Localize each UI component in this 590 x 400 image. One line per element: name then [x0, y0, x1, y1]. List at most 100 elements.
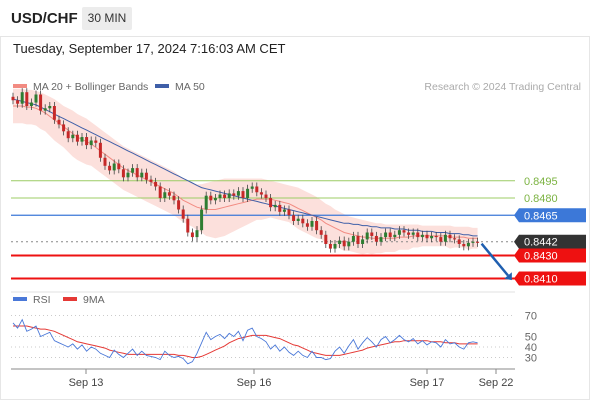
- x-tick-label: Sep 17: [410, 377, 445, 389]
- candle-body: [11, 96, 15, 101]
- candle-body: [448, 234, 452, 239]
- candle-body: [204, 195, 208, 210]
- candle-body: [186, 218, 190, 233]
- x-tick-label: Sep 22: [479, 377, 514, 389]
- projection-arrow: [480, 242, 509, 277]
- candle-body: [158, 186, 162, 198]
- chart-datetime: Tuesday, September 17, 2024 7:16:03 AM C…: [13, 41, 286, 56]
- timeframe-button[interactable]: 30 MIN: [82, 7, 132, 30]
- candle-body: [342, 240, 346, 247]
- candle-body: [16, 100, 20, 104]
- candle-body: [223, 194, 227, 198]
- candle-body: [62, 124, 66, 132]
- rsi-tick-label: 40: [525, 342, 537, 354]
- candle-body: [416, 232, 420, 238]
- candle-body: [241, 191, 245, 198]
- level-badge-current: [514, 234, 586, 249]
- currency-pair-title: USD/CHF: [11, 10, 78, 27]
- candle-body: [259, 192, 263, 195]
- candle-body: [287, 209, 291, 216]
- chart-header: USD/CHF 30 MIN: [0, 0, 590, 37]
- candle-body: [135, 168, 139, 178]
- candle-body: [80, 137, 84, 142]
- candle-body: [213, 198, 217, 201]
- candle-body: [190, 232, 194, 238]
- level-badge-support: [514, 248, 586, 263]
- candle-body: [278, 204, 282, 212]
- candle-body: [172, 195, 176, 201]
- candle-body: [57, 119, 61, 125]
- candle-body: [218, 194, 222, 198]
- candle-body: [25, 92, 29, 106]
- legend-label: MA 50: [175, 81, 205, 93]
- candle-body: [407, 232, 411, 235]
- candle-body: [296, 218, 300, 221]
- candle-body: [439, 237, 443, 242]
- candle-body: [200, 209, 204, 231]
- candle-body: [246, 188, 250, 198]
- candle-body: [310, 221, 314, 227]
- legend-label: MA 20 + Bollinger Bands: [33, 81, 148, 93]
- candle-body: [338, 240, 342, 244]
- projection-arrow-head: [504, 272, 512, 281]
- candle-body: [181, 209, 185, 219]
- candle-body: [365, 232, 369, 240]
- candle-body: [43, 108, 47, 111]
- rsi-legend-label: 9MA: [83, 294, 105, 306]
- level-label-current: 0.8442: [524, 237, 558, 249]
- candle-body: [361, 239, 365, 244]
- candle-body: [232, 193, 236, 196]
- candle-body: [236, 191, 240, 196]
- candle-body: [121, 169, 125, 178]
- candle-body: [264, 194, 268, 198]
- candle-body: [255, 186, 259, 193]
- candle-body: [52, 106, 56, 120]
- candle-body: [131, 168, 135, 173]
- candle-body: [282, 209, 286, 212]
- rsi-legend-swatch: [63, 297, 77, 301]
- candle-body: [98, 142, 102, 158]
- x-tick-label: Sep 13: [69, 377, 104, 389]
- candle-body: [388, 232, 392, 238]
- candle-body: [75, 134, 79, 142]
- candle-body: [370, 232, 374, 236]
- level-label-resistance: 0.8480: [524, 193, 558, 205]
- candle-body: [140, 172, 144, 178]
- ma50-line: [12, 98, 478, 237]
- candle-body: [85, 137, 89, 146]
- rsi-tick-label: 30: [525, 353, 537, 365]
- candle-body: [347, 241, 351, 247]
- legend-swatch: [13, 84, 27, 88]
- rsi-tick-label: 50: [525, 332, 537, 344]
- candle-body: [195, 230, 199, 238]
- level-label-resistance: 0.8495: [524, 176, 558, 188]
- candle-body: [471, 241, 475, 243]
- candle-body: [154, 181, 158, 187]
- candle-body: [466, 242, 470, 247]
- candle-body: [476, 241, 480, 243]
- candle-body: [89, 140, 93, 146]
- candle-body: [301, 218, 305, 224]
- candle-body: [250, 186, 254, 189]
- rsi-legend-label: RSI: [33, 294, 51, 306]
- candle-body: [351, 235, 355, 242]
- candle-body: [324, 234, 328, 244]
- candle-body: [94, 140, 98, 143]
- candle-body: [29, 102, 33, 106]
- candle-body: [209, 195, 213, 201]
- candle-body: [39, 94, 43, 111]
- candle-body: [269, 198, 273, 208]
- candle-body: [149, 179, 153, 182]
- candle-body: [402, 230, 406, 233]
- candle-body: [273, 204, 277, 208]
- candle-body: [411, 232, 415, 235]
- candle-body: [48, 106, 52, 109]
- candle-body: [443, 234, 447, 242]
- candle-body: [126, 172, 130, 178]
- candle-body: [425, 234, 429, 239]
- candle-body: [384, 232, 388, 238]
- candle-body: [227, 193, 231, 198]
- rsi-legend-swatch: [13, 297, 27, 301]
- x-tick-label: Sep 16: [237, 377, 272, 389]
